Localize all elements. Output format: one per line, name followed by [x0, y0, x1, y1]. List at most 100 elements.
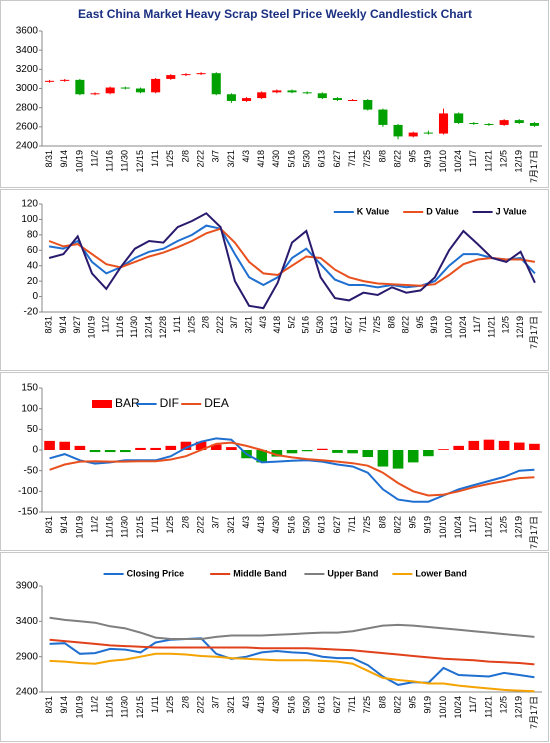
- x-tick-label: 12/28: [158, 316, 168, 339]
- x-tick-label: 4/30: [271, 516, 281, 534]
- x-tick-label: 11/21: [483, 696, 493, 718]
- x-tick-label: 6/27: [332, 696, 342, 714]
- x-tick-label: 9/14: [59, 516, 69, 534]
- x-tick-label: 2/22: [195, 516, 205, 534]
- candle-body: [514, 120, 524, 123]
- x-tick-label: 2/8: [180, 516, 190, 529]
- y-tick-label: 60: [27, 245, 39, 256]
- x-tick-label: 7月17日: [529, 516, 539, 549]
- y-tick-label: -100: [18, 486, 38, 497]
- candle-body: [287, 90, 297, 93]
- candle-body: [363, 100, 373, 110]
- bar: [165, 445, 177, 450]
- y-tick-label: 2900: [16, 651, 39, 662]
- candle-body: [317, 93, 327, 99]
- legend-label: Middle Band: [233, 568, 287, 578]
- bar: [226, 447, 237, 450]
- legend-label: Upper Band: [327, 568, 378, 578]
- x-tick-label: 3/21: [226, 516, 236, 534]
- x-tick-label: 6/13: [317, 696, 327, 714]
- y-tick-label: 2600: [16, 121, 39, 132]
- x-tick-label: 7/25: [362, 696, 372, 714]
- bar: [120, 450, 131, 453]
- x-tick-label: 10/10: [438, 696, 448, 719]
- x-tick-label: 6/13: [317, 516, 327, 534]
- x-tick-label: 10/24: [458, 316, 468, 339]
- candle-body: [408, 132, 418, 137]
- x-tick-label: 8/8: [377, 150, 387, 163]
- y-tick-label: 2800: [16, 102, 39, 113]
- candle-body: [469, 123, 479, 124]
- x-tick-label: 11/21: [486, 316, 496, 338]
- x-tick-label: 5/30: [315, 316, 325, 334]
- x-tick-label: 1/25: [186, 316, 196, 334]
- x-tick-label: 3/7: [211, 516, 221, 529]
- legend-label: DEA: [204, 396, 229, 410]
- chart-title: East China Market Heavy Scrap Steel Pric…: [78, 7, 472, 21]
- x-tick-label: 11/30: [120, 516, 130, 538]
- x-tick-label: 7/11: [347, 696, 357, 713]
- x-tick-label: 2/22: [195, 696, 205, 714]
- x-tick-label: 12/14: [144, 316, 154, 339]
- x-tick-label: 4/18: [256, 150, 266, 168]
- candle-body: [393, 124, 403, 137]
- x-tick-label: 4/3: [241, 516, 251, 529]
- candle-body: [423, 132, 433, 134]
- legend-label: Lower Band: [415, 568, 467, 578]
- x-tick-label: 4/18: [256, 516, 266, 534]
- x-tick-label: 10/19: [86, 316, 96, 339]
- bar: [483, 439, 495, 450]
- x-tick-label: 1/25: [165, 696, 175, 714]
- x-tick-label: 7/25: [362, 150, 372, 168]
- y-tick-label: 3000: [16, 83, 39, 94]
- y-tick-label: -150: [18, 507, 38, 518]
- x-tick-label: 8/8: [386, 316, 396, 329]
- x-tick-label: 5/2: [286, 316, 296, 329]
- x-tick-label: 12/15: [135, 516, 145, 539]
- candle-body: [75, 79, 85, 95]
- bar: [377, 450, 389, 467]
- series-line: [49, 638, 535, 666]
- x-tick-label: 10/24: [453, 516, 463, 539]
- x-tick-label: 5/16: [301, 316, 311, 334]
- series-line: [48, 227, 536, 287]
- candle-body: [60, 79, 70, 81]
- candle-body: [272, 90, 282, 93]
- legend-label: K Value: [357, 206, 390, 216]
- legend-swatch: [92, 400, 112, 408]
- x-tick-label: 1/11: [150, 516, 160, 533]
- x-tick-label: 7/11: [347, 516, 357, 533]
- candle-body: [135, 88, 146, 93]
- bar: [150, 447, 161, 450]
- bar: [135, 447, 146, 450]
- x-tick-label: 11/16: [105, 696, 115, 718]
- x-tick-label: 11/7: [472, 316, 482, 333]
- x-tick-label: 11/30: [129, 316, 139, 338]
- candle-body: [45, 80, 55, 82]
- candle-body: [211, 73, 221, 95]
- candle-body: [242, 98, 252, 101]
- x-tick-label: 10/10: [438, 150, 448, 173]
- y-tick-label: 40: [27, 260, 39, 271]
- y-tick-label: 100: [21, 214, 38, 225]
- x-tick-label: 6/13: [317, 150, 327, 168]
- x-tick-label: 10/19: [74, 696, 84, 719]
- x-tick-label: 9/27: [72, 316, 82, 334]
- x-tick-label: 7/25: [362, 516, 372, 534]
- x-tick-label: 8/8: [377, 516, 387, 529]
- y-tick-label: 0: [32, 291, 38, 302]
- x-tick-label: 8/31: [44, 316, 54, 334]
- x-tick-label: 2/8: [180, 150, 190, 163]
- candle-body: [257, 92, 267, 99]
- x-tick-label: 3/7: [229, 316, 239, 329]
- candle-body: [484, 123, 494, 125]
- candle-body: [302, 92, 312, 94]
- y-tick-label: 100: [21, 403, 38, 414]
- series-line: [49, 616, 535, 640]
- x-tick-label: 1/25: [165, 150, 175, 168]
- candle-body: [105, 87, 115, 94]
- x-tick-label: 8/31: [44, 150, 54, 168]
- y-tick-label: 2400: [16, 141, 39, 152]
- x-tick-label: 5/16: [286, 150, 296, 168]
- x-tick-label: 4/3: [241, 696, 251, 709]
